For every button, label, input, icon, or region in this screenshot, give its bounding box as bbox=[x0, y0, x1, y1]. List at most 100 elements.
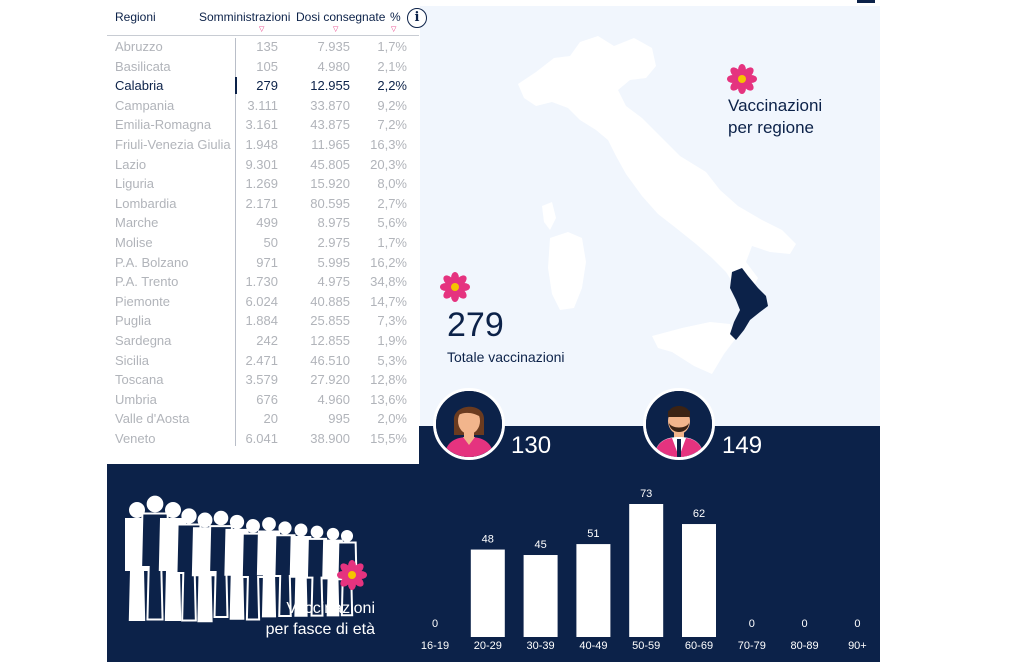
bar-50-59[interactable] bbox=[629, 504, 664, 637]
somministrazioni-value: 971 bbox=[256, 254, 278, 270]
info-icon[interactable]: i bbox=[407, 8, 427, 28]
table-row[interactable]: Campania 3.111 33.870 9,2% bbox=[107, 96, 419, 116]
col-header-somministrazioni[interactable]: Somministrazioni bbox=[199, 10, 291, 24]
table-row[interactable]: Molise 50 2.975 1,7% bbox=[107, 233, 419, 253]
bar-20-29[interactable] bbox=[470, 549, 505, 637]
region-name: Liguria bbox=[115, 176, 155, 192]
col-header-pct[interactable]: % bbox=[390, 10, 401, 24]
table-row[interactable]: Sicilia 2.471 46.510 5,3% bbox=[107, 351, 419, 371]
person-silhouette bbox=[310, 525, 324, 539]
age-bar-chart: 0 16-19 48 20-29 45 30-39 51 40-49 73 50-59 62 60-6… bbox=[421, 488, 867, 652]
somministrazioni-value: 3.161 bbox=[245, 117, 278, 133]
pct-value: 7,2% bbox=[377, 117, 407, 133]
sort-pct-icon[interactable]: ▽ bbox=[391, 26, 397, 33]
sort-dosi-icon[interactable]: ▽ bbox=[333, 26, 339, 33]
table-row[interactable]: Basilicata 105 4.980 2,1% bbox=[107, 57, 419, 77]
region-name: Piemonte bbox=[115, 293, 170, 309]
sardinia[interactable] bbox=[548, 232, 586, 310]
somministrazioni-value: 1.269 bbox=[245, 176, 278, 192]
table-row[interactable]: Piemonte 6.024 40.885 14,7% bbox=[107, 292, 419, 312]
table-row[interactable]: Puglia 1.884 25.855 7,3% bbox=[107, 311, 419, 331]
dosi-value: 80.595 bbox=[310, 195, 350, 211]
somministrazioni-value: 676 bbox=[256, 391, 278, 407]
x-tick-label: 60-69 bbox=[685, 640, 713, 652]
italy-mainland[interactable] bbox=[518, 36, 796, 294]
person-silhouette bbox=[129, 502, 145, 518]
table-row[interactable]: Emilia-Romagna 3.161 43.875 7,2% bbox=[107, 115, 419, 135]
table-row[interactable]: Lazio 9.301 45.805 20,3% bbox=[107, 155, 419, 175]
table-row[interactable]: Umbria 676 4.960 13,6% bbox=[107, 390, 419, 410]
woman-avatar-icon bbox=[433, 388, 505, 460]
person-silhouette bbox=[246, 519, 260, 533]
map-section-title: Vaccinazioni per regione bbox=[728, 95, 822, 139]
pct-value: 2,7% bbox=[377, 195, 407, 211]
table-row[interactable]: Veneto 6.041 38.900 15,5% bbox=[107, 429, 419, 449]
table-row[interactable]: Toscana 3.579 27.920 12,8% bbox=[107, 370, 419, 390]
table-row[interactable]: Liguria 1.269 15.920 8,0% bbox=[107, 174, 419, 194]
dosi-value: 46.510 bbox=[310, 352, 350, 368]
x-tick-label: 70-79 bbox=[738, 640, 766, 652]
top-tab-marker bbox=[857, 0, 875, 3]
pct-value: 14,7% bbox=[370, 293, 407, 309]
sort-somministrazioni-icon[interactable]: ▽ bbox=[259, 26, 265, 33]
region-name: Puglia bbox=[115, 313, 152, 329]
table-row[interactable]: Calabria 279 12.955 2,2% bbox=[107, 76, 419, 96]
person-silhouette bbox=[278, 521, 292, 535]
table-row[interactable]: Abruzzo 135 7.935 1,7% bbox=[107, 37, 419, 57]
total-vaccinations-value: 279 bbox=[447, 306, 504, 344]
table-row[interactable]: Sardegna 242 12.855 1,9% bbox=[107, 331, 419, 351]
region-name: Basilicata bbox=[115, 58, 171, 74]
flower-icon bbox=[440, 272, 470, 302]
pct-value: 20,3% bbox=[370, 156, 407, 172]
x-tick-label: 30-39 bbox=[527, 640, 555, 652]
person-silhouette bbox=[181, 508, 197, 524]
dosi-value: 995 bbox=[328, 411, 350, 427]
female-count: 130 bbox=[511, 432, 552, 459]
dosi-value: 11.965 bbox=[311, 137, 350, 152]
region-name: Molise bbox=[115, 235, 153, 250]
region-name: Emilia-Romagna bbox=[115, 117, 212, 133]
man-avatar-icon bbox=[643, 388, 715, 460]
region-name: Sicilia bbox=[115, 352, 149, 368]
male-count: 149 bbox=[722, 432, 763, 459]
dosi-value: 15.920 bbox=[310, 176, 350, 192]
calabria-region[interactable] bbox=[730, 268, 768, 340]
bar-value-label: 51 bbox=[587, 528, 599, 540]
x-tick-label: 80-89 bbox=[791, 640, 819, 652]
somministrazioni-value: 135 bbox=[256, 39, 278, 54]
dosi-value: 25.855 bbox=[310, 313, 350, 329]
person-silhouette bbox=[197, 512, 213, 528]
dosi-value: 7.935 bbox=[317, 39, 350, 54]
somministrazioni-value: 2.471 bbox=[245, 352, 278, 368]
map-title-line2: per regione bbox=[728, 118, 815, 137]
bar-value-label: 0 bbox=[854, 618, 860, 630]
bar-30-39[interactable] bbox=[523, 555, 558, 637]
dosi-value: 4.960 bbox=[317, 391, 350, 407]
region-name: Marche bbox=[115, 215, 159, 231]
pct-value: 1,7% bbox=[377, 39, 407, 54]
age-title-line1: Vaccinazioni bbox=[286, 600, 375, 617]
bar-60-69[interactable] bbox=[682, 524, 716, 637]
table-row[interactable]: Marche 499 8.975 5,6% bbox=[107, 213, 419, 233]
col-header-dosi[interactable]: Dosi consegnate bbox=[296, 10, 386, 24]
bar-value-label: 0 bbox=[802, 618, 808, 630]
pct-value: 8,0% bbox=[377, 176, 407, 192]
table-row[interactable]: P.A. Trento 1.730 4.975 34,8% bbox=[107, 272, 419, 292]
bar-40-49[interactable] bbox=[576, 544, 611, 637]
table-row[interactable]: Friuli-Venezia Giulia 1.948 11.965 16,3% bbox=[107, 135, 419, 155]
map-title-line1: Vaccinazioni bbox=[728, 96, 823, 115]
col-header-regioni[interactable]: Regioni bbox=[115, 10, 156, 24]
table-row[interactable]: P.A. Bolzano 971 5.995 16,2% bbox=[107, 253, 419, 273]
dosi-value: 45.805 bbox=[310, 156, 350, 172]
table-row[interactable]: Valle d'Aosta 20 995 2,0% bbox=[107, 409, 419, 429]
pct-value: 16,3% bbox=[370, 137, 407, 152]
somministrazioni-value: 3.579 bbox=[245, 372, 278, 388]
pct-value: 15,5% bbox=[370, 431, 407, 446]
dosi-value: 43.875 bbox=[310, 117, 350, 133]
somministrazioni-value: 9.301 bbox=[245, 156, 278, 172]
sicily[interactable] bbox=[652, 322, 736, 374]
dosi-value: 2.975 bbox=[317, 235, 350, 250]
region-name: Friuli-Venezia Giulia bbox=[115, 137, 231, 152]
table-row[interactable]: Lombardia 2.171 80.595 2,7% bbox=[107, 194, 419, 214]
